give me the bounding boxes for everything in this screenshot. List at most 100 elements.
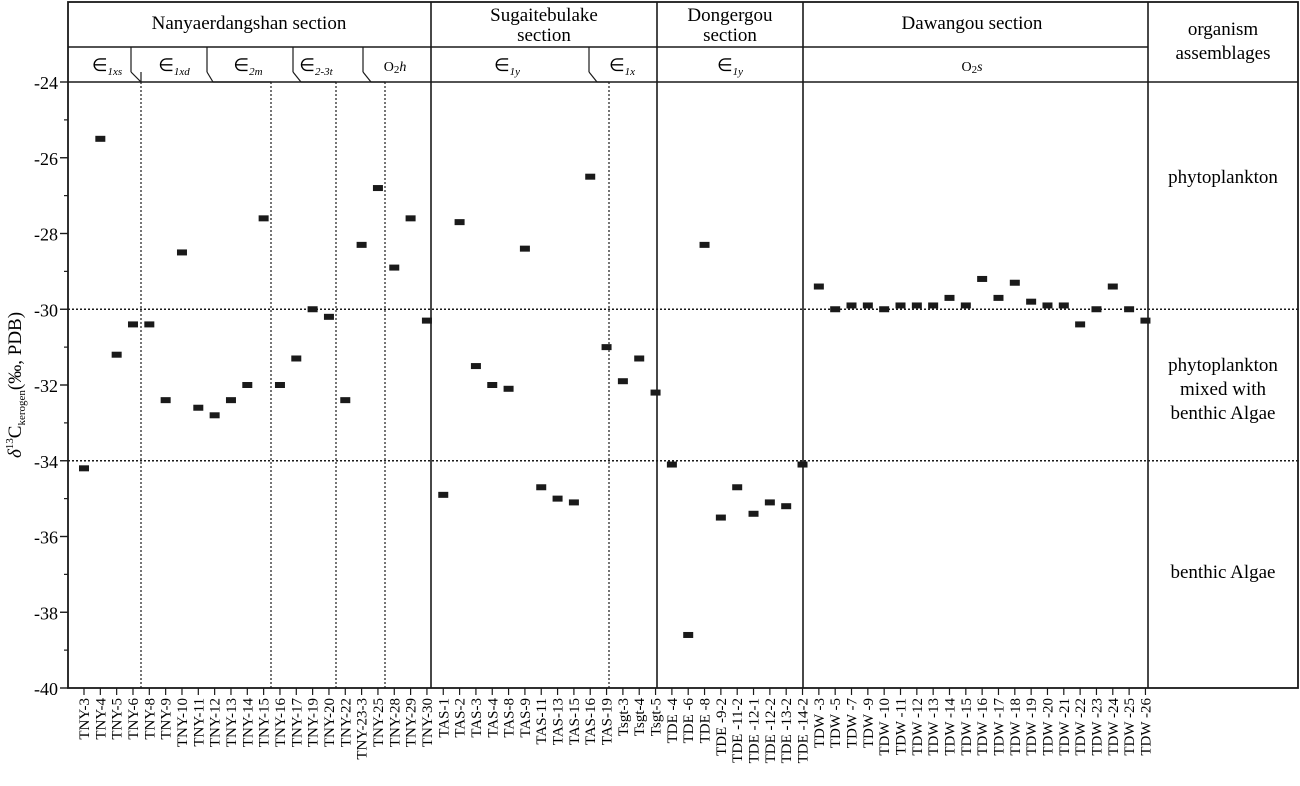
x-tick-label: TDW -12	[910, 698, 926, 756]
data-point	[176, 249, 187, 256]
section-title: Nanyaerdangshan section	[152, 13, 347, 34]
stage-divider-tick	[130, 71, 142, 83]
stage-label: O2s	[961, 60, 983, 76]
x-tick-label: TAS-9	[518, 698, 534, 738]
data-point	[617, 378, 628, 385]
data-point	[421, 317, 432, 324]
data-point	[144, 321, 155, 328]
data-point	[1009, 279, 1020, 286]
x-tick-label: TDE -12-2	[763, 698, 779, 763]
data-point	[748, 510, 759, 517]
stage-label: ∈1xs	[92, 55, 122, 78]
x-tick-label: TDW -23	[1089, 698, 1105, 756]
x-tick-label: TNY-13	[224, 698, 240, 747]
x-tick-label: TNY-30	[420, 698, 436, 747]
data-point	[1058, 302, 1069, 309]
data-point	[209, 412, 220, 419]
y-tick-label: -36	[34, 528, 58, 548]
data-point	[519, 245, 530, 252]
x-tick-label: TNY-9	[159, 698, 175, 740]
x-tick-label: TAS-19	[600, 698, 616, 745]
x-tick-label: TDW -17	[991, 698, 1007, 756]
section-header: Nanyaerdangshan section Sugaitebulakesect…	[92, 5, 1043, 78]
data-point	[193, 404, 204, 411]
x-tick-label: TNY-28	[387, 698, 403, 747]
data-point	[1091, 306, 1102, 313]
x-tick-label: TDW -10	[877, 698, 893, 756]
x-tick-label: Tsgt-4	[632, 698, 648, 737]
assemblage-label: phytoplankton	[1168, 355, 1278, 376]
x-tick-label: TDW -3	[812, 698, 828, 748]
assemblage-label: mixed with	[1180, 379, 1267, 400]
assemblage-header: assemblages	[1176, 43, 1271, 64]
data-point	[732, 484, 743, 491]
x-tick-label: TAS-8	[502, 698, 518, 738]
x-tick-label: TDW -26	[1138, 698, 1154, 756]
plot-border	[67, 1, 1299, 689]
data-point	[699, 241, 710, 248]
x-tick-label: TDW -7	[845, 698, 861, 749]
data-point	[911, 302, 922, 309]
data-point	[830, 306, 841, 313]
stage-label: ∈2m	[233, 55, 262, 78]
x-tick-label: TDW -18	[1008, 698, 1024, 756]
data-point	[977, 275, 988, 282]
x-tick-label: TAS-11	[534, 698, 550, 745]
data-point	[372, 185, 383, 192]
x-tick-label: TDW -20	[1040, 698, 1056, 756]
x-tick-label: TDE -11-2	[730, 698, 746, 763]
data-point	[536, 484, 547, 491]
data-point	[470, 363, 481, 370]
x-tick-label: TDE -14-2	[796, 698, 812, 763]
x-tick-label: TNY-4	[93, 698, 109, 740]
x-tick-label: TNY-20	[322, 698, 338, 747]
x-tick-label: TNY-29	[404, 698, 420, 747]
x-tick-label: Tsgt-5	[649, 698, 665, 736]
x-tick-label: TDW -5	[828, 698, 844, 748]
data-point	[111, 351, 122, 358]
x-tick-label: TDE -12-1	[747, 698, 763, 763]
stage-label: ∈1y	[717, 55, 743, 78]
data-point	[454, 219, 465, 226]
y-tick-label: -34	[34, 452, 58, 472]
data-points	[79, 135, 1151, 638]
data-point	[438, 491, 449, 498]
data-point	[960, 302, 971, 309]
data-point	[340, 397, 351, 404]
data-point	[79, 465, 89, 472]
data-point	[160, 397, 171, 404]
x-tick-label: TNY-14	[240, 698, 256, 748]
x-tick-label: TAS-13	[551, 698, 567, 745]
assemblage-column: organism assemblages phytoplankton phytopla…	[1168, 19, 1278, 583]
data-point	[846, 302, 857, 309]
x-tick-label: TNY-6	[126, 698, 142, 740]
data-point	[944, 294, 955, 301]
data-point	[356, 241, 367, 248]
data-point	[601, 344, 612, 351]
data-point	[405, 215, 416, 222]
stage-divider-tick	[292, 71, 302, 83]
stage-label: ∈1xd	[158, 55, 190, 78]
data-point	[274, 382, 285, 388]
x-tick-label: TNY-11	[191, 698, 207, 747]
x-tick-label: TNY-5	[110, 698, 126, 740]
stage-label: ∈1x	[609, 55, 635, 78]
x-tick-label: TDW -11	[894, 698, 910, 755]
data-point	[1075, 321, 1086, 328]
x-tick-label: TNY-12	[208, 698, 224, 747]
data-point	[634, 355, 645, 362]
x-tick-label: TDE -9-2	[714, 698, 730, 756]
assemblage-label: benthic Algae	[1171, 562, 1276, 583]
data-point	[307, 306, 318, 313]
x-tick-label: TNY-25	[371, 698, 387, 747]
y-tick-label: -40	[34, 679, 58, 699]
x-tick-label: TNY-19	[306, 698, 322, 747]
data-point	[993, 294, 1004, 301]
x-tick-label: TDW -21	[1057, 698, 1073, 756]
data-point	[323, 313, 334, 320]
x-tick-label: TDW -24	[1106, 698, 1122, 756]
stage-divider-tick	[362, 71, 372, 83]
x-tick-label: TDW -14	[942, 698, 958, 756]
data-point	[715, 514, 726, 521]
data-point	[242, 382, 253, 388]
